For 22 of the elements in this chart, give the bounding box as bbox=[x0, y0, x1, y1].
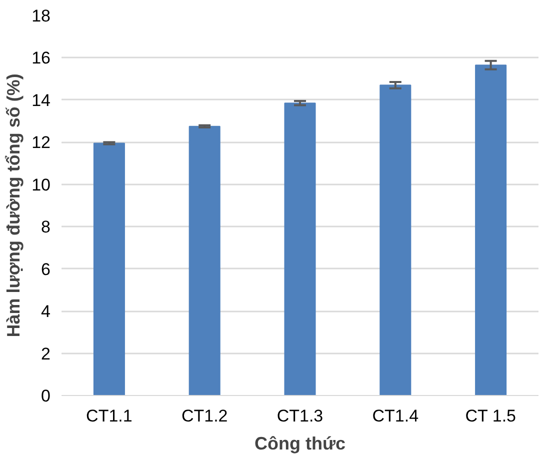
y-tick-label: 18 bbox=[32, 6, 51, 26]
x-tick-label: CT1.2 bbox=[181, 406, 228, 426]
bar bbox=[284, 102, 316, 396]
y-tick-label: 0 bbox=[41, 386, 51, 406]
y-axis-title: Hàm lượng đường tổng số (%) bbox=[4, 74, 24, 338]
y-tick-label: 8 bbox=[41, 218, 51, 237]
x-axis-title: Công thức bbox=[254, 434, 346, 454]
x-tick-label: CT1.1 bbox=[86, 406, 132, 426]
y-tick-label: 2 bbox=[41, 344, 51, 364]
x-tick-label: CT1.4 bbox=[372, 406, 419, 426]
bar bbox=[475, 64, 507, 396]
y-tick-label: 12 bbox=[32, 133, 51, 152]
bar bbox=[380, 84, 412, 396]
y-tick-label: 16 bbox=[32, 48, 51, 68]
y-tick-label: 10 bbox=[32, 175, 51, 194]
x-tick-label: CT1.3 bbox=[276, 406, 324, 426]
y-tick-label: 14 bbox=[32, 90, 51, 110]
x-tick-label: CT 1.5 bbox=[465, 406, 516, 426]
y-tick-label: 6 bbox=[41, 260, 51, 279]
y-tick-label: 4 bbox=[41, 302, 51, 322]
bar bbox=[93, 142, 125, 396]
bar bbox=[188, 126, 220, 396]
